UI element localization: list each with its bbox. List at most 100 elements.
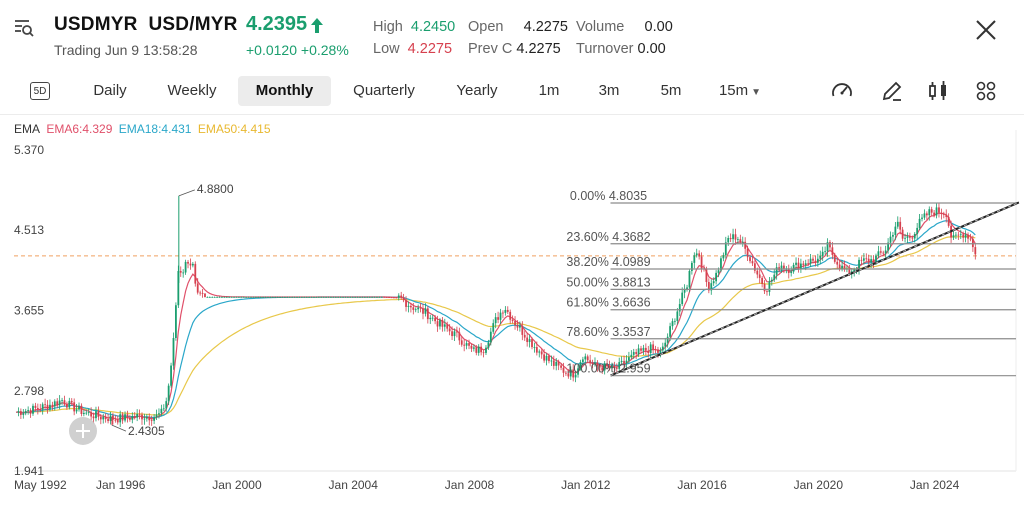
candle-body xyxy=(116,420,119,423)
candle-body xyxy=(967,234,969,239)
caret-down-icon: ▼ xyxy=(751,87,762,98)
candle-body xyxy=(131,416,134,420)
candle-body xyxy=(63,400,66,405)
candle-body xyxy=(363,296,366,298)
candle-body xyxy=(574,374,577,378)
candle-body xyxy=(892,234,894,237)
candle-body xyxy=(526,337,529,343)
candle-body xyxy=(858,259,860,270)
tab-yearly[interactable]: Yearly xyxy=(456,82,498,99)
candle-body xyxy=(737,239,739,240)
candle-body xyxy=(710,283,713,291)
candle-body xyxy=(879,251,882,253)
candle-body xyxy=(34,405,37,408)
candle-body xyxy=(700,256,703,269)
candle-body xyxy=(112,415,114,420)
candle-body xyxy=(613,365,616,369)
candle-body xyxy=(90,412,93,417)
tab-15m[interactable]: 15m ▼ xyxy=(718,82,762,99)
candle-body xyxy=(378,296,381,298)
candle-body xyxy=(158,413,160,415)
draw-pen-icon[interactable] xyxy=(880,79,904,103)
x-tick-label: Jan 2000 xyxy=(212,478,262,492)
candle-body xyxy=(356,296,359,298)
candle-body xyxy=(768,281,771,292)
candle-body xyxy=(136,413,139,418)
candle-body xyxy=(344,296,347,298)
x-tick-label: Jan 1996 xyxy=(96,478,146,492)
candle-body xyxy=(952,235,955,238)
tab-daily[interactable]: Daily xyxy=(93,82,127,99)
ema-label: EMA xyxy=(14,122,41,136)
candle-body xyxy=(470,345,473,349)
price-chart[interactable]: 0.00% 4.8035 23.60% 4.3682 38.20% 4.0989 50… xyxy=(0,130,1024,507)
candle-body xyxy=(901,229,904,239)
gauge-icon[interactable] xyxy=(830,79,854,103)
candle-body xyxy=(594,362,596,365)
tab-weekly[interactable]: Weekly xyxy=(167,82,217,99)
candle-body xyxy=(150,420,153,422)
candle-body xyxy=(211,296,214,298)
close-icon[interactable] xyxy=(974,18,998,42)
candle-body xyxy=(569,369,572,377)
candle-body xyxy=(303,296,306,298)
candle-body xyxy=(351,296,354,298)
candle-body xyxy=(637,348,640,354)
candle-body xyxy=(780,265,783,271)
candle-body xyxy=(497,317,499,320)
tab-quarterly[interactable]: Quarterly xyxy=(353,82,415,99)
candle-body xyxy=(812,258,814,261)
candle-body xyxy=(368,296,371,298)
tab-3m[interactable]: 3m xyxy=(598,82,620,99)
candle-body xyxy=(443,324,446,327)
candle-body xyxy=(681,292,684,305)
candle-body xyxy=(666,336,669,343)
candle-body xyxy=(225,296,228,298)
candle-body xyxy=(325,296,328,298)
candle-body xyxy=(390,297,393,299)
candle-body xyxy=(41,404,44,410)
candle-body xyxy=(509,311,512,320)
candle-body xyxy=(409,305,412,308)
candle-body xyxy=(560,365,562,368)
candle-body xyxy=(109,415,112,422)
candle-body xyxy=(114,419,117,421)
candle-body xyxy=(337,296,340,298)
candle-body xyxy=(250,296,252,298)
candle-body xyxy=(531,339,533,348)
candle-body xyxy=(577,368,579,375)
candle-body xyxy=(659,350,662,353)
candle-body xyxy=(95,411,97,419)
candle-body xyxy=(19,411,22,415)
candle-body xyxy=(349,296,352,298)
candle-body xyxy=(194,263,197,284)
stat-high: High 4.2450 xyxy=(373,19,456,35)
grid-layout-icon[interactable] xyxy=(974,79,998,103)
candle-body xyxy=(317,296,320,298)
candlestick-icon[interactable] xyxy=(926,79,950,103)
candle-body xyxy=(53,401,56,407)
tab-monthly[interactable]: Monthly xyxy=(238,76,331,106)
candle-body xyxy=(557,361,560,366)
candle-body xyxy=(923,213,926,218)
candle-body xyxy=(339,296,342,298)
candle-body xyxy=(766,291,768,293)
candle-body xyxy=(770,279,773,282)
fib-level-label: 23.60% 4.3682 xyxy=(566,230,650,244)
x-tick-label: Jan 2004 xyxy=(329,478,379,492)
candle-body xyxy=(187,261,189,264)
candle-body xyxy=(119,414,122,423)
candle-body xyxy=(690,262,693,271)
candle-body xyxy=(223,296,226,298)
candle-body xyxy=(969,238,972,240)
ema-legend[interactable]: EMA EMA6:4.329 EMA18:4.431 EMA50:4.415 xyxy=(14,122,274,136)
tab-1m[interactable]: 1m xyxy=(538,82,560,99)
five-day-icon[interactable]: 5D xyxy=(30,82,50,100)
tab-5m[interactable]: 5m xyxy=(660,82,682,99)
list-search-icon[interactable] xyxy=(12,16,36,40)
candle-body xyxy=(814,260,817,263)
candle-body xyxy=(683,289,686,293)
candle-body xyxy=(281,296,284,298)
candle-body xyxy=(148,416,151,421)
candle-body xyxy=(872,259,875,263)
